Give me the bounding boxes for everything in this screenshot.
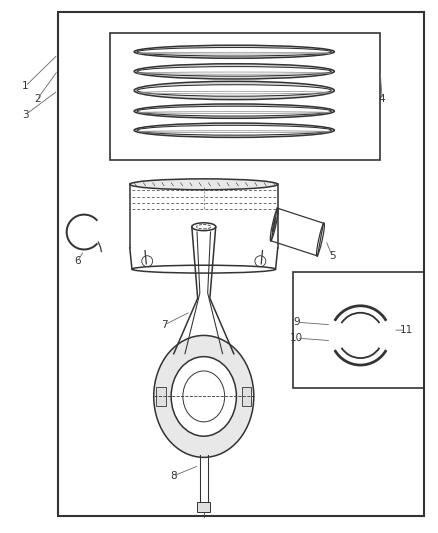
- Text: 6: 6: [74, 256, 81, 266]
- Ellipse shape: [134, 123, 334, 138]
- Text: 7: 7: [161, 320, 168, 330]
- Ellipse shape: [270, 208, 278, 241]
- Ellipse shape: [137, 106, 331, 116]
- Text: 11: 11: [399, 325, 413, 335]
- Ellipse shape: [130, 179, 278, 190]
- Ellipse shape: [317, 223, 325, 256]
- Bar: [197, 503, 210, 512]
- Text: 1: 1: [22, 81, 28, 91]
- Ellipse shape: [137, 47, 331, 56]
- Bar: [58, 12, 424, 516]
- Ellipse shape: [132, 265, 276, 273]
- Text: 8: 8: [170, 471, 177, 481]
- Bar: [293, 272, 424, 389]
- Text: 3: 3: [22, 110, 28, 120]
- Circle shape: [171, 357, 237, 436]
- Text: 10: 10: [290, 333, 303, 343]
- Ellipse shape: [134, 45, 334, 58]
- Text: 9: 9: [293, 317, 300, 327]
- Text: 5: 5: [329, 251, 336, 261]
- Bar: [110, 33, 380, 160]
- Ellipse shape: [272, 217, 276, 232]
- Ellipse shape: [137, 67, 331, 76]
- Ellipse shape: [134, 64, 334, 79]
- Circle shape: [154, 335, 254, 457]
- Text: 2: 2: [34, 94, 40, 104]
- Ellipse shape: [137, 85, 331, 96]
- Ellipse shape: [134, 82, 334, 100]
- Ellipse shape: [192, 223, 216, 231]
- Bar: [241, 387, 251, 406]
- Bar: [156, 387, 166, 406]
- Ellipse shape: [134, 104, 334, 118]
- Ellipse shape: [137, 125, 331, 135]
- Text: 4: 4: [379, 94, 385, 104]
